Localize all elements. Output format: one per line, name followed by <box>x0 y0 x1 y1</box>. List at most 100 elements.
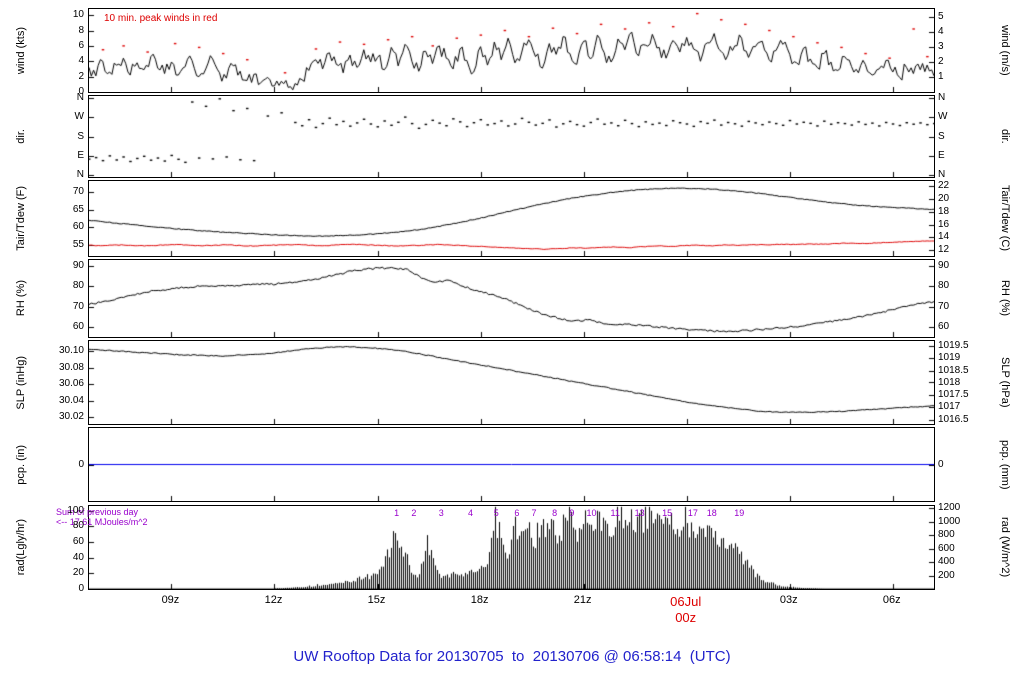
y-tick-label: 20 <box>72 567 84 579</box>
panel-wind <box>88 8 935 93</box>
y-tick-label: 80 <box>938 280 950 292</box>
direction-plot-canvas <box>89 96 934 177</box>
x-axis-date-label: 06Jul <box>670 594 702 609</box>
humidity-axis-label-right: RH (%) <box>988 259 1022 338</box>
direction-axis-label-right: dir. <box>988 95 1022 178</box>
rad-milestone-label: 3 <box>438 508 444 518</box>
y-tick-label: 20 <box>938 192 950 204</box>
y-tick-label: 2 <box>78 70 84 82</box>
radiation-axis-label-right: rad (W/m^2) <box>988 505 1022 590</box>
y-tick-label: 90 <box>72 260 84 272</box>
y-tick-label: 40 <box>72 551 84 563</box>
y-tick-label: 1000 <box>938 515 961 527</box>
axis-title: rad (W/m^2) <box>999 517 1011 578</box>
y-tick-label: W <box>938 111 948 123</box>
y-tick-label: 5 <box>938 11 944 23</box>
axis-title: Tair/Tdew (C) <box>999 185 1011 252</box>
y-tick-label: W <box>74 111 84 123</box>
y-tick-label: 0 <box>78 86 84 97</box>
figure-title: UW Rooftop Data for 20130705 to 20130706… <box>293 648 731 665</box>
y-tick-label: 2 <box>938 56 944 68</box>
y-tick-label: 1016.5 <box>938 413 969 425</box>
y-tick-label: 1019.5 <box>938 339 969 351</box>
panel-temperature <box>88 180 935 257</box>
axis-title: pcp. (mm) <box>999 439 1011 490</box>
y-tick-label: 80 <box>72 280 84 292</box>
x-axis-tick-00z: 06Jul 00z <box>656 594 716 626</box>
y-tick-label: 4 <box>938 26 944 38</box>
rad-milestone-label: 11 <box>610 508 620 518</box>
rad-milestone-label: 15 <box>662 508 673 518</box>
temperature-axis-label-left: Tair/Tdew (F) <box>2 180 40 257</box>
axis-title: RH (%) <box>15 280 27 317</box>
wind-axis-label-right: wind (m/s) <box>988 8 1022 93</box>
y-tick-label: E <box>938 149 945 161</box>
x-axis-tick: 03z <box>779 594 798 606</box>
y-tick-label: 1 <box>938 71 944 83</box>
rad-milestone-label: 5 <box>493 508 499 518</box>
y-tick-label: 1018 <box>938 376 961 388</box>
y-tick-label: 65 <box>72 203 84 215</box>
y-tick-label: 70 <box>938 300 950 312</box>
direction-axis-label-left: dir. <box>2 95 40 178</box>
y-tick-label: 90 <box>938 260 950 272</box>
rad-milestone-label: 6 <box>514 508 520 518</box>
rad-milestone-label: 1 <box>394 508 400 518</box>
y-tick-label: 1018.5 <box>938 364 969 376</box>
y-tick-label: 60 <box>72 536 84 548</box>
axis-title: wind (m/s) <box>999 25 1011 76</box>
pressure-axis-label-left: SLP (inHg) <box>2 340 40 425</box>
y-tick-label: N <box>938 91 946 103</box>
y-tick-label: S <box>938 130 945 142</box>
y-tick-label: 30.06 <box>58 378 84 390</box>
y-tick-label: 600 <box>938 542 955 554</box>
y-tick-label: 8 <box>78 24 84 36</box>
rad-milestone-label: 7 <box>531 508 537 518</box>
x-axis-tick: 09z <box>161 594 180 606</box>
rad-sum-note-line2: <-- 17.61 MJoules/m^2 <box>56 517 148 527</box>
y-tick-label: 1017.5 <box>938 388 969 400</box>
radiation-axis-label-left: rad(Lgly/hr) <box>2 505 40 590</box>
y-tick-label: 30.04 <box>58 394 84 406</box>
x-axis-tick: 21z <box>573 594 592 606</box>
y-tick-label: 80 <box>72 520 84 532</box>
axis-title: Tair/Tdew (F) <box>15 186 27 251</box>
pressure-axis-label-right: SLP (hPa) <box>988 340 1022 425</box>
y-tick-label: 70 <box>72 300 84 312</box>
y-tick-label: N <box>938 169 946 181</box>
axis-title: SLP (hPa) <box>999 357 1011 408</box>
axis-title: dir. <box>999 129 1011 144</box>
y-tick-label: 30.10 <box>58 344 84 356</box>
y-tick-label: 30.08 <box>58 361 84 373</box>
rad-sum-note-line1: Sum of previous day <box>56 507 139 517</box>
panel-radiation <box>88 505 935 590</box>
y-tick-label: 22 <box>938 180 950 191</box>
y-tick-label: 400 <box>938 556 955 568</box>
x-axis-tick: 12z <box>264 594 283 606</box>
axis-title: RH (%) <box>999 280 1011 317</box>
x-axis-tick: 15z <box>367 594 386 606</box>
panel-precip <box>88 427 935 502</box>
peak-winds-note: 10 min. peak winds in red <box>104 13 218 24</box>
y-tick-label: 55 <box>72 239 84 251</box>
x-axis-tick: 06z <box>882 594 901 606</box>
y-tick-label: 10 <box>72 9 84 21</box>
y-tick-label: 1017 <box>938 401 961 413</box>
y-tick-label: 12 <box>938 244 950 256</box>
y-tick-label: 16 <box>938 218 950 230</box>
y-tick-label: 200 <box>938 569 955 581</box>
y-tick-label: 1019 <box>938 352 961 364</box>
y-tick-label: 0 <box>78 583 84 594</box>
y-tick-label: 60 <box>72 320 84 332</box>
y-tick-label: N <box>76 91 84 103</box>
temperature-plot-canvas <box>89 181 934 256</box>
x-axis-tick: 18z <box>470 594 489 606</box>
y-tick-label: S <box>77 130 84 142</box>
rad-milestone-label: 13 <box>634 508 645 518</box>
panel-pressure <box>88 340 935 425</box>
humidity-plot-canvas <box>89 260 934 337</box>
radiation-plot-canvas <box>89 506 934 589</box>
y-tick-label: 14 <box>938 231 950 243</box>
y-tick-label: N <box>76 169 84 181</box>
